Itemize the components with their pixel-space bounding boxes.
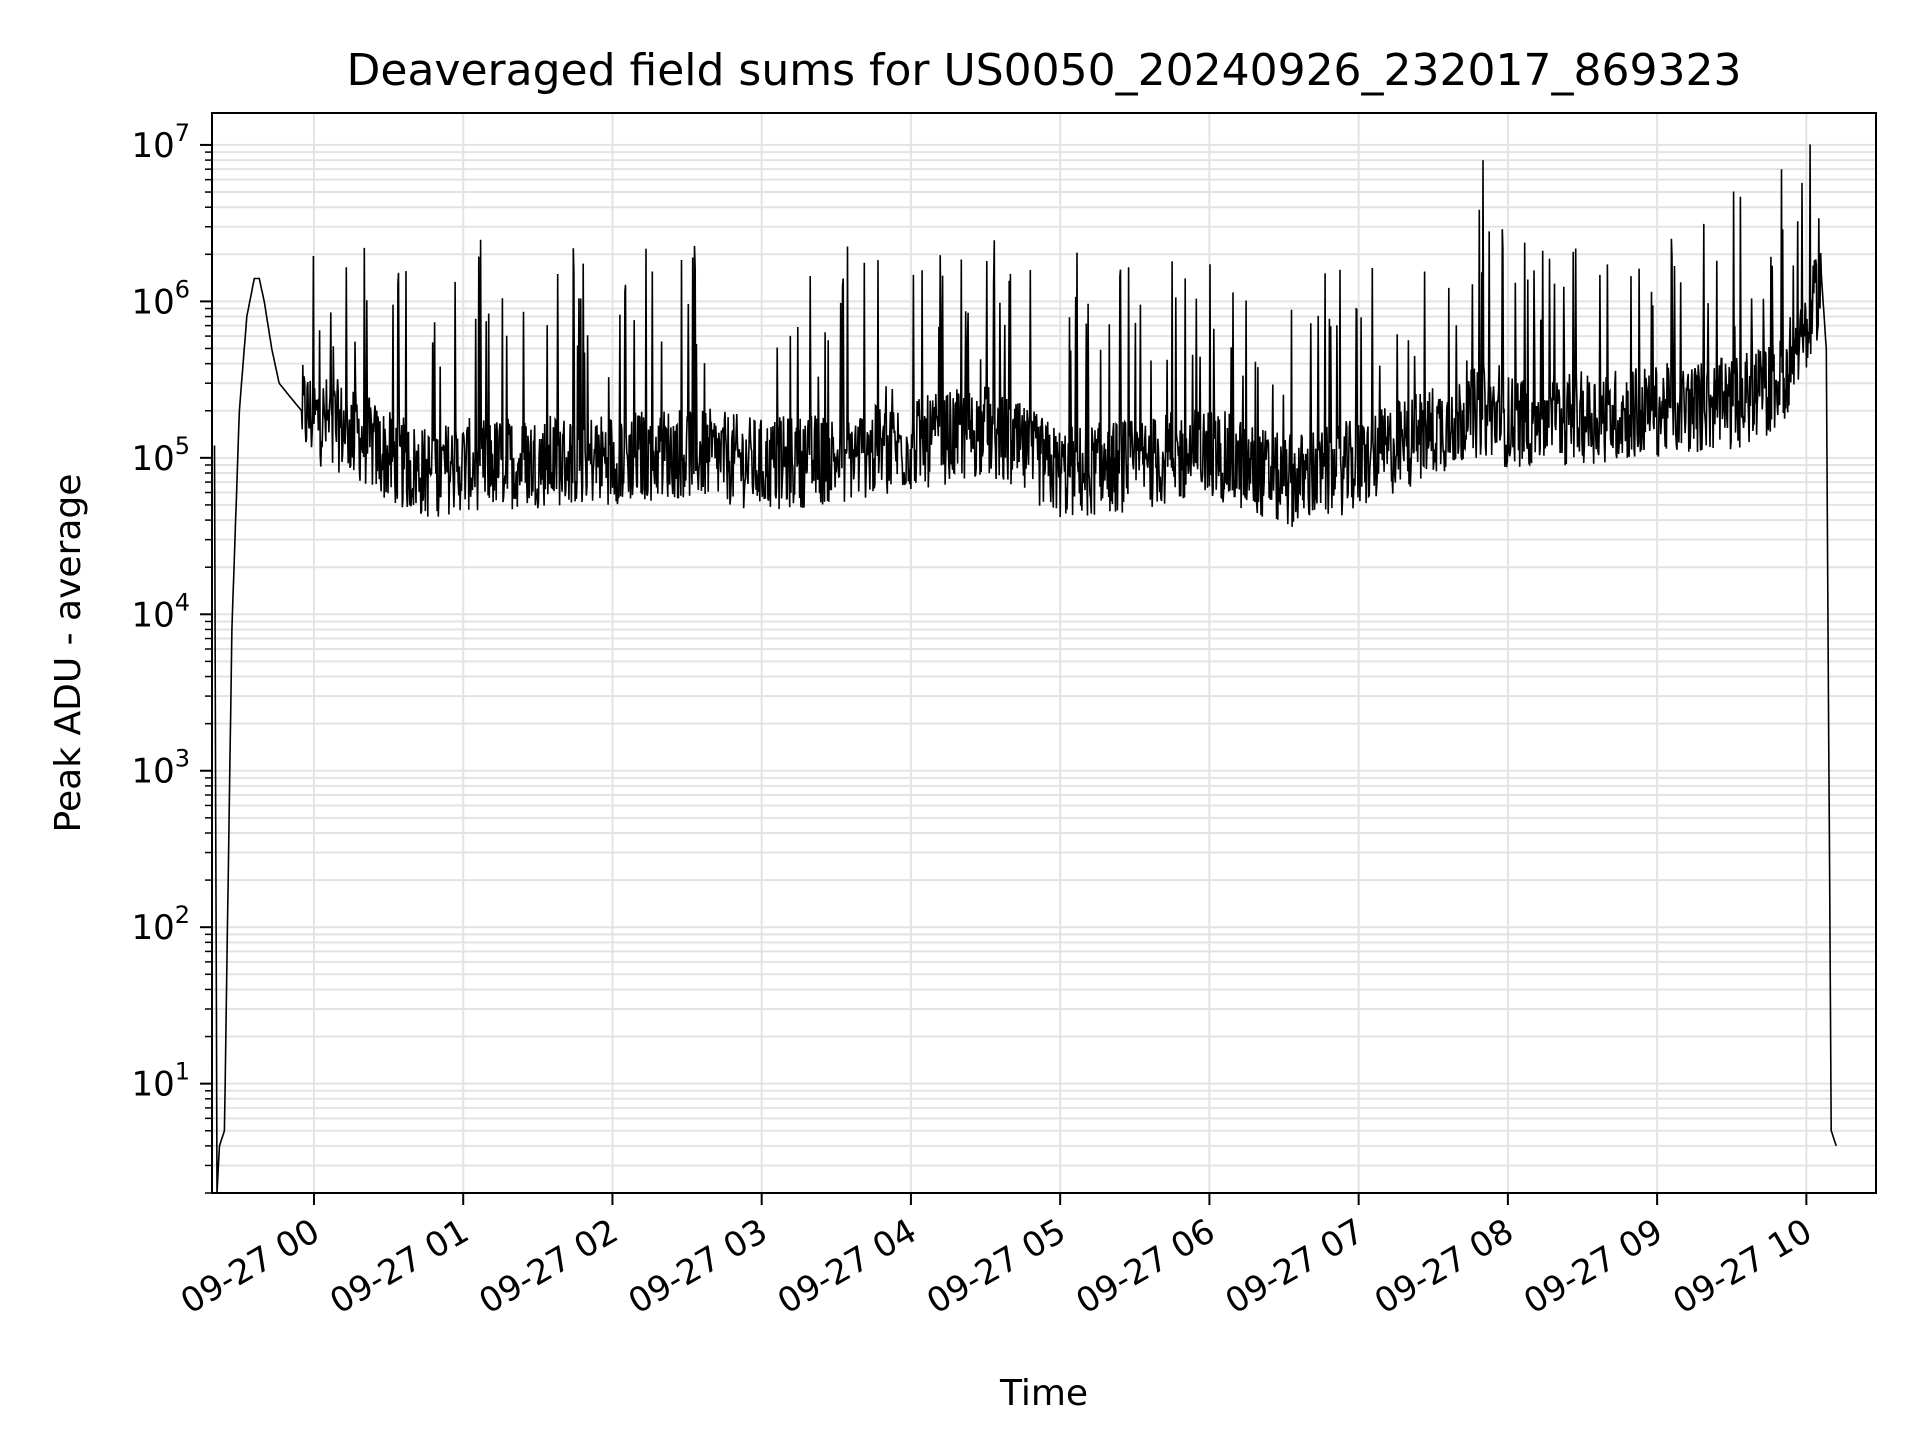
y-tick-label: 106 <box>131 275 190 322</box>
x-axis-label: Time <box>999 1373 1088 1414</box>
y-tick-label: 104 <box>131 588 190 635</box>
plot-frame <box>211 112 1877 1194</box>
y-tick-label: 103 <box>131 745 190 792</box>
y-axis-label: Peak ADU - average <box>48 474 89 833</box>
y-axis: 101 102 103 104 105 106 107 <box>131 119 212 1194</box>
y-tick-label: 102 <box>131 901 190 948</box>
y-tick-label: 105 <box>131 432 190 479</box>
grid <box>212 113 1876 1194</box>
chart-title: Deaveraged field sums for US0050_2024092… <box>347 45 1742 96</box>
y-tick-label: 107 <box>131 119 190 166</box>
series-line <box>213 144 1837 1194</box>
y-tick-label: 101 <box>131 1058 190 1105</box>
plot-area <box>213 144 1837 1194</box>
